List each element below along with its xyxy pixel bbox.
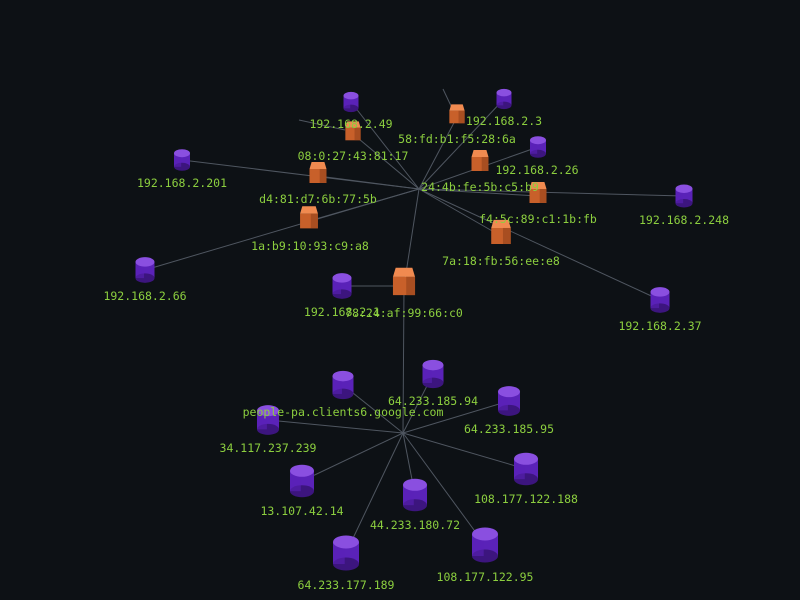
node-label-mac08: 08:0:27:43:81:17 [298,149,409,163]
host-node-ip26[interactable] [530,136,546,158]
host-node-f95[interactable] [472,527,498,563]
node-label-mac24: 24:4b:fe:5b:c5:b9 [421,180,539,194]
edge-hub-g189 [345,432,404,554]
host-node-g95[interactable] [498,386,520,416]
edge-hub-a34 [267,419,404,434]
host-node-f188[interactable] [514,452,538,486]
edge-mac78-hub [402,285,405,434]
host-node-ip1[interactable] [332,273,352,299]
edge-mac24-mac08 [352,133,420,190]
node-label-ip26: 192.168.2.26 [495,163,578,177]
edge-hub-g95 [402,400,510,434]
edge-mac24-macf4 [418,188,539,197]
node-label-ip49: 192.168.2.49 [309,117,392,131]
node-label-macd4: d4:81:d7:6b:77:5b [259,192,377,206]
host-node-g44[interactable] [403,478,427,512]
node-label-ip37: 192.168.2.37 [618,319,701,333]
node-label-ppl: people-pa.clients6.google.com [243,405,444,419]
node-label-a34: 34.117.237.239 [220,441,317,455]
node-label-g189: 64.233.177.189 [298,578,395,592]
node-label-mac58: 58:fd:b1:f5:28:6a [398,132,516,146]
node-label-f95: 108.177.122.95 [437,570,534,584]
edge-mac24-ip201 [181,159,420,190]
host-node-m13[interactable] [290,464,314,498]
mac-node-mac7a[interactable] [491,219,511,245]
host-node-g189[interactable] [333,535,359,571]
edge-hub-m13 [301,432,404,482]
node-label-g94: 64.233.185.94 [388,394,478,408]
host-node-ip49[interactable] [343,91,359,113]
mac-node-macf4[interactable] [529,182,547,203]
mac-node-mac24[interactable] [471,150,489,171]
host-node-ip66[interactable] [135,257,155,283]
edge-layer [144,88,685,554]
host-node-ip248[interactable] [675,184,693,208]
edge-mac24-mac58 [418,116,458,190]
node-label-g95: 64.233.185.95 [464,422,554,436]
host-node-ip201[interactable] [174,149,190,171]
node-label-m13: 13.107.42.14 [260,504,343,518]
edge-mac24-ip3 [418,98,505,190]
host-node-ip37[interactable] [650,287,670,313]
node-layer [135,88,693,571]
mac-node-mac1a[interactable] [300,206,318,229]
node-label-ip3: 192.168.2.3 [466,114,542,128]
label-layer: 192.168.2.49 192.168.2.3 58:fd:b1:f5:28:6a… [103,114,729,592]
node-label-mac7a: 7a:18:fb:56:ee:e8 [442,254,560,268]
host-node-ip3[interactable] [496,88,512,110]
node-label-mac78: 78:24:af:99:66:c0 [345,306,463,320]
edge-stub-top [442,88,453,109]
edge-hub-f95 [402,432,486,546]
node-label-ip201: 192.168.2.201 [137,176,227,190]
node-label-ip66: 192.168.2.66 [103,289,186,303]
node-label-g44: 44.233.180.72 [370,518,460,532]
mac-node-mac58[interactable] [449,104,465,124]
node-label-f188: 108.177.122.188 [474,492,578,506]
edge-mac24-ip49 [350,101,420,190]
host-node-g94[interactable] [422,359,444,389]
node-label-ip248: 192.168.2.248 [639,213,729,227]
edge-mac24-ip66 [144,188,420,271]
edge-mac24-ip248 [418,188,685,197]
node-label-ip1: 192.168.2.1 [304,305,380,319]
node-label-macf4: f4:5c:89:c1:1b:fb [479,212,597,226]
mac-node-mac08[interactable] [345,121,361,141]
host-node-ppl[interactable] [332,370,354,400]
edge-mac24-mac7a [418,188,502,237]
mac-node-mac78[interactable] [392,267,416,296]
edge-hub-f188 [402,432,527,470]
node-label-mac1a: 1a:b9:10:93:c9:a8 [251,239,369,253]
edge-stub-left [298,119,346,131]
edge-mac24-ip37 [418,188,661,301]
mac-node-macd4[interactable] [309,162,327,183]
host-node-a34[interactable] [257,405,279,435]
